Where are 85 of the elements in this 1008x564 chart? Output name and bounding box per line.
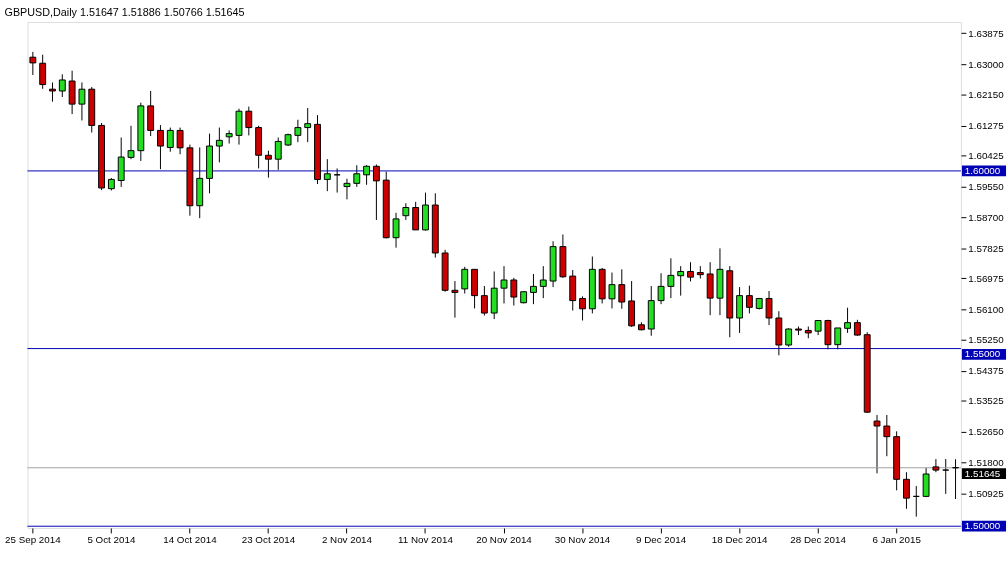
y-tick-label: 1.54375 bbox=[968, 365, 1005, 377]
candlestick bbox=[687, 261, 694, 282]
candlestick bbox=[265, 150, 272, 179]
ref-line-label: 1.51645 bbox=[964, 467, 1001, 479]
candlestick bbox=[304, 107, 312, 143]
candlestick bbox=[68, 70, 76, 115]
candlestick bbox=[834, 327, 842, 350]
candlestick bbox=[39, 54, 47, 90]
candlestick bbox=[579, 295, 586, 321]
candlestick bbox=[736, 286, 744, 334]
candlestick bbox=[451, 280, 459, 319]
candlestick bbox=[765, 290, 773, 326]
y-tick-label: 1.62150 bbox=[968, 88, 1005, 100]
x-tick-label: 14 Oct 2014 bbox=[163, 534, 218, 546]
x-tick-label: 2 Nov 2014 bbox=[321, 534, 373, 546]
candlestick bbox=[942, 458, 950, 495]
candlestick bbox=[922, 467, 930, 498]
candlestick bbox=[29, 51, 37, 76]
candlestick bbox=[372, 164, 380, 221]
candlestick bbox=[952, 458, 959, 500]
y-tick-label: 1.56975 bbox=[968, 272, 1005, 284]
chart-title: GBPUSD,Daily 1.51647 1.51886 1.50766 1.51645 bbox=[4, 6, 245, 19]
x-tick-label: 9 Dec 2014 bbox=[636, 534, 687, 546]
x-tick-label: 6 Jan 2015 bbox=[872, 534, 922, 546]
candlestick bbox=[323, 158, 331, 192]
y-tick-label: 1.60425 bbox=[968, 150, 1005, 162]
y-tick-label: 1.55250 bbox=[968, 334, 1005, 346]
y-tick-label: 1.50925 bbox=[968, 487, 1005, 499]
candlestick bbox=[883, 414, 891, 457]
candlestick bbox=[667, 257, 675, 299]
candlestick bbox=[274, 137, 282, 171]
candlestick bbox=[657, 272, 665, 305]
ref-line-label: 1.50000 bbox=[964, 520, 1001, 532]
x-tick-label: 28 Dec 2014 bbox=[790, 534, 847, 546]
y-tick-label: 1.59550 bbox=[968, 181, 1005, 193]
ref-line-label: 1.60000 bbox=[964, 164, 1001, 176]
candlestick bbox=[58, 73, 66, 98]
candlestick bbox=[618, 268, 626, 310]
candlestick bbox=[117, 137, 125, 188]
candlestick bbox=[166, 127, 174, 153]
y-tick-label: 1.53525 bbox=[968, 395, 1005, 407]
x-tick-label: 5 Oct 2014 bbox=[87, 534, 136, 546]
candlestick bbox=[932, 458, 940, 473]
candlestick bbox=[873, 414, 881, 474]
x-tick-label: 30 Nov 2014 bbox=[554, 534, 611, 546]
candlestick bbox=[215, 127, 223, 163]
y-tick-label: 1.56100 bbox=[968, 303, 1005, 315]
y-tick-label: 1.61275 bbox=[968, 120, 1005, 132]
x-tick-label: 23 Oct 2014 bbox=[241, 534, 296, 546]
x-tick-label: 20 Nov 2014 bbox=[476, 534, 533, 546]
x-tick-label: 25 Sep 2014 bbox=[5, 534, 62, 546]
y-tick-label: 1.58700 bbox=[968, 211, 1005, 223]
candlestick bbox=[363, 164, 371, 186]
candlestick bbox=[608, 272, 616, 309]
candlestick bbox=[530, 273, 537, 305]
y-tick-label: 1.63875 bbox=[968, 27, 1005, 39]
candlestick bbox=[539, 265, 547, 299]
y-tick-label: 1.52650 bbox=[968, 426, 1005, 438]
candlestick bbox=[500, 265, 508, 304]
candlestick bbox=[245, 106, 253, 136]
candlestick bbox=[745, 285, 753, 314]
x-tick-label: 11 Nov 2014 bbox=[398, 534, 454, 546]
candlestick bbox=[412, 201, 420, 231]
x-tick-label: 18 Dec 2014 bbox=[711, 534, 768, 546]
candlestick bbox=[903, 471, 910, 510]
candlestick bbox=[294, 119, 302, 143]
candlestick bbox=[127, 125, 135, 160]
y-tick-label: 1.57825 bbox=[968, 242, 1005, 254]
y-tick-label: 1.63000 bbox=[968, 58, 1005, 70]
candlestick bbox=[49, 81, 56, 103]
candlestick bbox=[480, 285, 488, 317]
candlestick bbox=[844, 307, 851, 334]
candlestick bbox=[78, 81, 86, 121]
candlestick bbox=[157, 124, 164, 170]
candlestick bbox=[343, 178, 351, 200]
candlestick bbox=[510, 277, 518, 307]
candlestick bbox=[461, 266, 469, 294]
candlestick bbox=[392, 212, 400, 249]
y-tick-label: 1.51800 bbox=[968, 456, 1005, 468]
candlestick bbox=[402, 202, 410, 221]
candlestick bbox=[677, 265, 685, 297]
candlestick bbox=[353, 164, 361, 188]
candlestick bbox=[785, 327, 793, 348]
ref-line-label: 1.55000 bbox=[964, 348, 1001, 360]
candlestick bbox=[176, 127, 184, 155]
